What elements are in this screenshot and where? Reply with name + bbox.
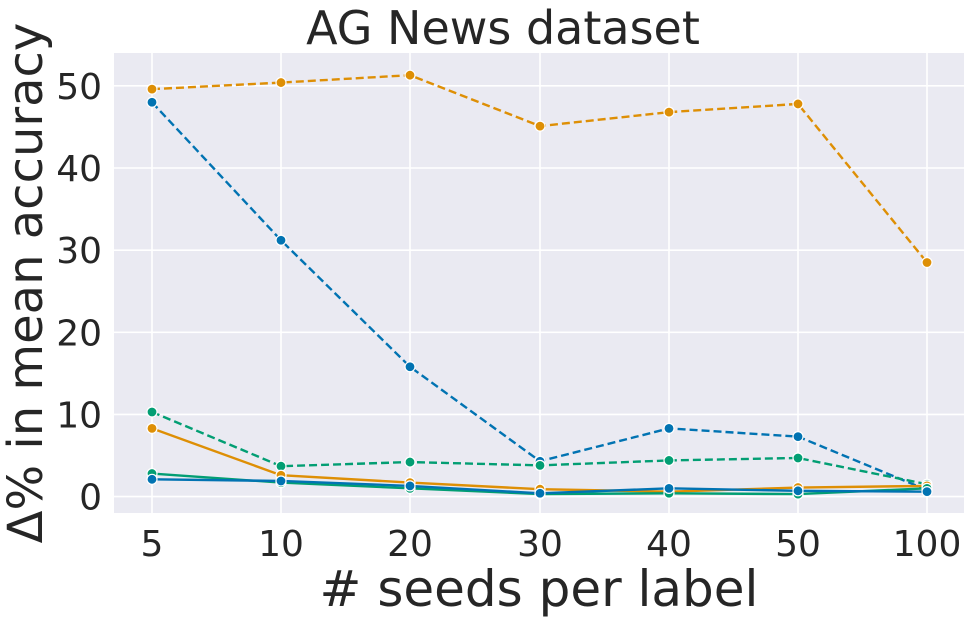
data-point: [404, 480, 416, 492]
series-6: [146, 473, 933, 499]
y-tick-label: 20: [56, 313, 102, 354]
grid: [114, 53, 964, 513]
data-point: [663, 106, 675, 118]
y-tick-label: 0: [79, 478, 102, 519]
series-3: [146, 406, 933, 490]
data-point: [146, 422, 158, 434]
data-point: [275, 76, 287, 89]
y-tick-label: 40: [56, 149, 102, 190]
y-axis-label: Δ% in mean accuracy: [0, 23, 54, 544]
data-point: [404, 456, 416, 468]
data-point: [663, 454, 675, 467]
x-tick-label: 100: [893, 524, 962, 565]
x-axis-label: # seeds per label: [320, 560, 759, 618]
x-tick-label: 5: [141, 524, 164, 565]
series-1: [146, 69, 933, 269]
data-point: [921, 486, 933, 498]
x-tick-label: 30: [517, 524, 563, 565]
x-tick-label: 20: [387, 524, 433, 565]
chart-title: AG News dataset: [306, 1, 700, 55]
x-tick-label: 40: [646, 524, 692, 565]
data-point: [534, 459, 546, 471]
data-point: [146, 83, 158, 95]
data-point: [404, 69, 416, 81]
data-point: [534, 487, 546, 499]
data-point: [792, 431, 804, 443]
data-point: [146, 406, 158, 418]
x-tick-label: 10: [258, 524, 304, 565]
y-tick-label: 30: [56, 231, 102, 272]
data-point: [792, 452, 804, 464]
series-group: [146, 69, 933, 500]
data-point: [663, 482, 675, 494]
data-point: [534, 120, 546, 132]
data-point: [275, 475, 287, 487]
data-point: [792, 485, 804, 497]
y-tick-label: 50: [56, 67, 102, 108]
x-axis-ticks: 5 10 20 30 40 50 100: [141, 524, 962, 565]
x-tick-label: 50: [775, 524, 821, 565]
y-tick-label: 10: [56, 395, 102, 436]
y-axis-ticks: 0 10 20 30 40 50: [56, 67, 102, 519]
data-point: [404, 361, 416, 373]
data-point: [275, 234, 287, 246]
data-point: [146, 96, 158, 108]
data-point: [146, 473, 158, 485]
data-point: [792, 98, 804, 110]
data-point: [663, 422, 675, 434]
data-point: [921, 256, 933, 269]
